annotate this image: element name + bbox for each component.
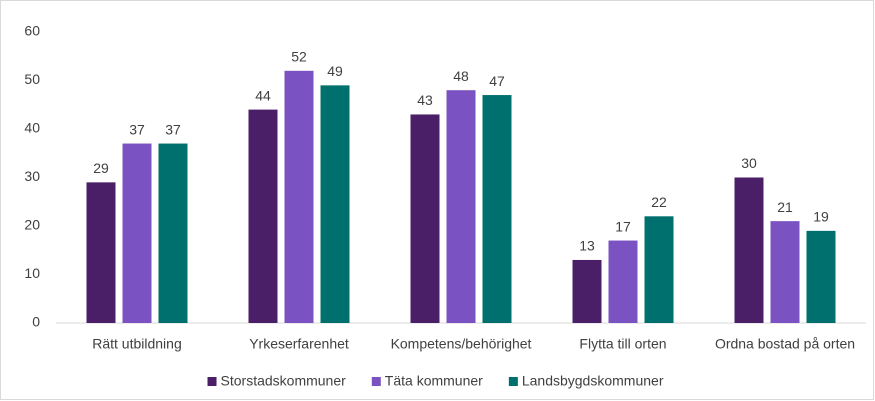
x-tick-label: Kompetens/behörighet: [391, 336, 532, 352]
legend-swatch: [207, 377, 217, 386]
legend-label: Täta kommuner: [385, 373, 483, 389]
y-tick-label: 30: [24, 168, 40, 184]
bar: [320, 85, 350, 323]
x-tick-label: Ordna bostad på orten: [715, 336, 855, 352]
y-tick-label: 40: [24, 120, 40, 136]
data-label: 21: [777, 199, 793, 215]
bar: [770, 221, 800, 323]
data-label: 19: [813, 209, 829, 225]
legend-swatch: [508, 377, 518, 386]
bar: [446, 90, 476, 323]
data-label: 22: [651, 194, 667, 210]
y-tick-label: 60: [24, 23, 40, 39]
bar: [572, 259, 602, 323]
y-tick-label: 0: [32, 314, 40, 330]
y-tick-label: 20: [24, 217, 40, 233]
y-tick-label: 10: [24, 265, 40, 281]
data-label: 37: [129, 121, 145, 137]
x-tick-label: Rätt utbildning: [92, 336, 182, 352]
bar: [158, 143, 188, 323]
bar: [284, 70, 314, 323]
bar: [482, 95, 512, 323]
data-label: 48: [453, 68, 469, 84]
data-label: 17: [615, 218, 631, 234]
bar: [644, 216, 674, 323]
bar: [734, 177, 764, 323]
legend-label: Storstadskommuner: [221, 373, 347, 389]
bar: [806, 230, 836, 323]
data-label: 13: [579, 238, 595, 254]
data-label: 44: [255, 87, 271, 103]
bar: [86, 182, 116, 323]
data-label: 43: [417, 92, 433, 108]
bar: [248, 109, 278, 323]
data-label: 52: [291, 49, 307, 65]
legend-label: Landsbygdskommuner: [522, 373, 664, 389]
bar: [122, 143, 152, 323]
x-tick-label: Flytta till orten: [579, 336, 666, 352]
data-label: 30: [741, 155, 757, 171]
bar: [608, 240, 638, 323]
x-tick-label: Yrkeserfarenhet: [249, 336, 349, 352]
data-label: 37: [165, 121, 181, 137]
legend-swatch: [371, 377, 381, 386]
bar: [410, 114, 440, 323]
y-tick-label: 50: [24, 71, 40, 87]
data-label: 29: [93, 160, 109, 176]
data-label: 49: [327, 63, 343, 79]
data-label: 47: [489, 73, 505, 89]
